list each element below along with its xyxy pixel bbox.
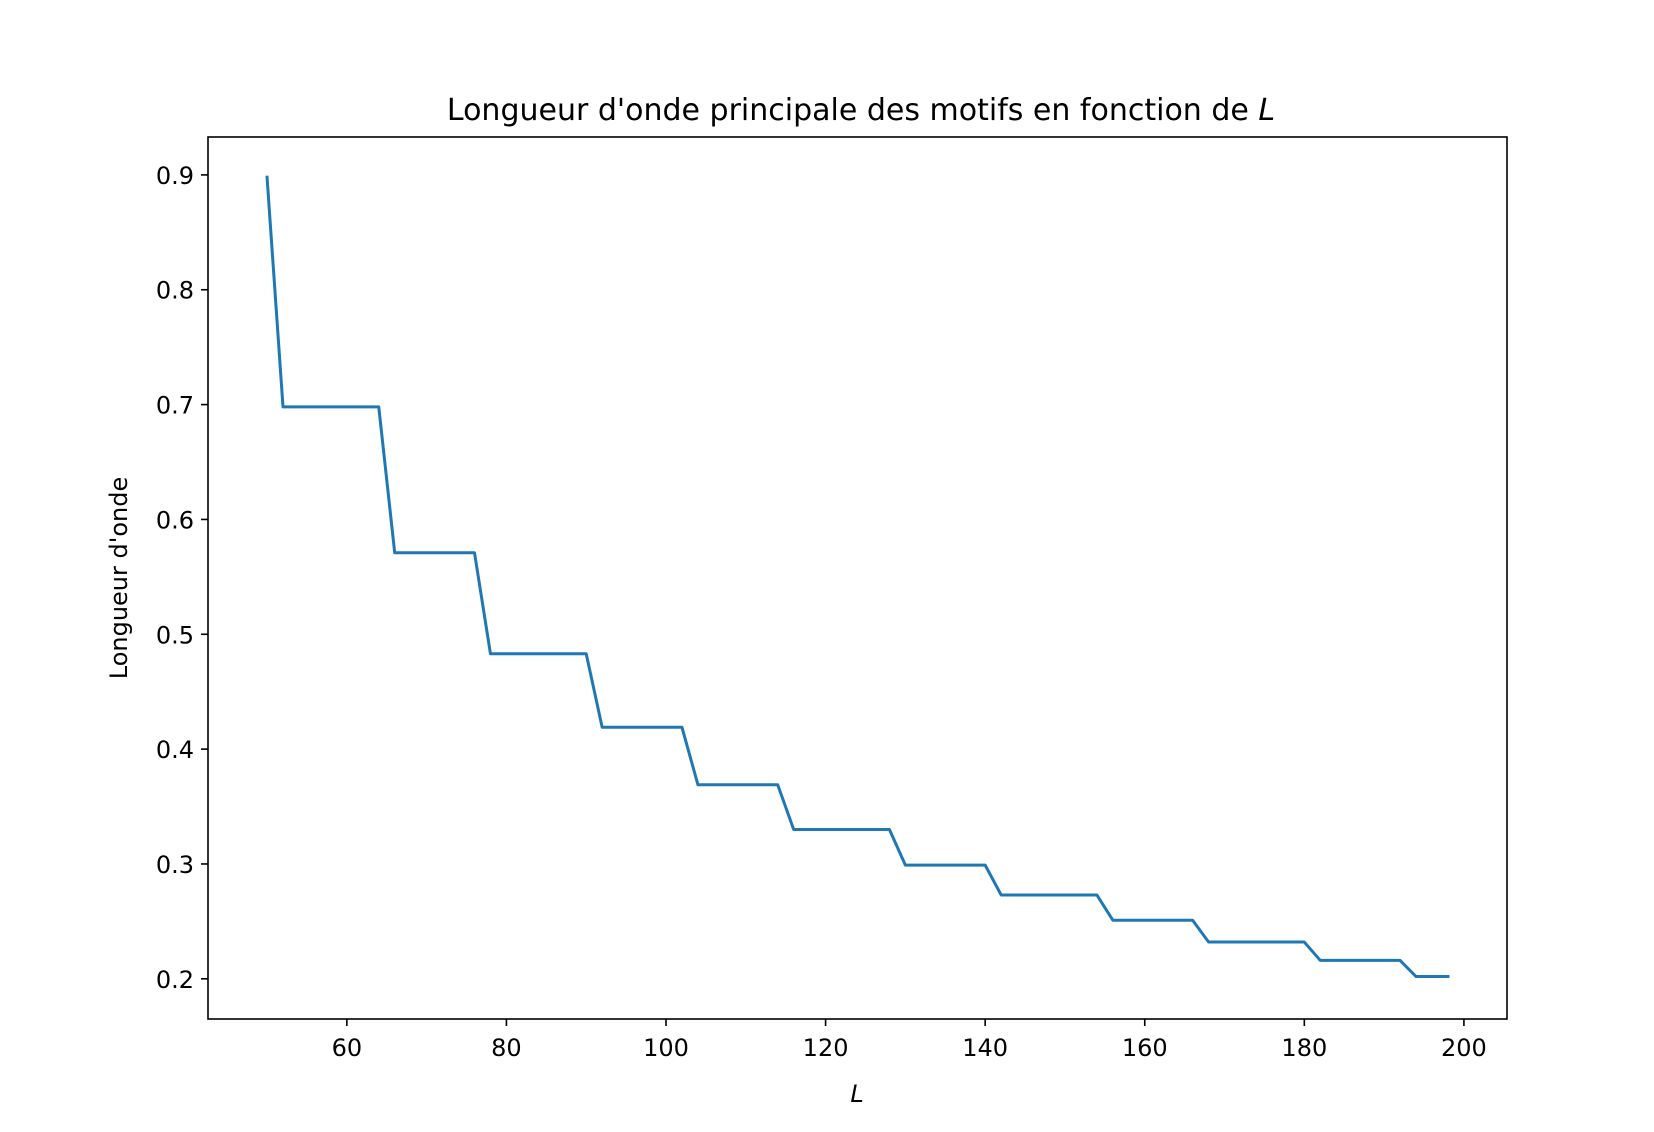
y-tick-label: 0.9 xyxy=(156,162,194,190)
y-tick-label: 0.3 xyxy=(156,851,194,879)
y-axis-label: Longueur d'onde xyxy=(105,477,133,680)
y-tick-label: 0.7 xyxy=(156,392,194,420)
x-tick-label: 100 xyxy=(643,1034,689,1062)
x-axis-label: L xyxy=(850,1080,863,1108)
x-tick-label: 120 xyxy=(803,1034,849,1062)
x-tick-label: 180 xyxy=(1281,1034,1327,1062)
y-axis-ticks: 0.2 0.3 0.4 0.5 0.6 0.7 0.8 0.9 xyxy=(156,162,208,994)
y-tick-label: 0.4 xyxy=(156,736,194,764)
y-tick-label: 0.8 xyxy=(156,277,194,305)
y-tick-label: 0.6 xyxy=(156,506,194,534)
y-tick-label: 0.5 xyxy=(156,621,194,649)
x-tick-label: 80 xyxy=(491,1034,522,1062)
series-line xyxy=(265,175,1450,979)
chart-title: Longueur d'onde principale des motifs en… xyxy=(447,93,1275,128)
plot-area xyxy=(208,137,1507,1019)
x-tick-label: 160 xyxy=(1122,1034,1168,1062)
x-axis-ticks: 60 80 100 120 140 160 180 200 xyxy=(332,1019,1487,1062)
x-tick-label: 60 xyxy=(332,1034,363,1062)
y-tick-label: 0.2 xyxy=(156,966,194,994)
x-tick-label: 140 xyxy=(962,1034,1008,1062)
x-tick-label: 200 xyxy=(1441,1034,1487,1062)
plot-frame xyxy=(207,136,1508,1020)
